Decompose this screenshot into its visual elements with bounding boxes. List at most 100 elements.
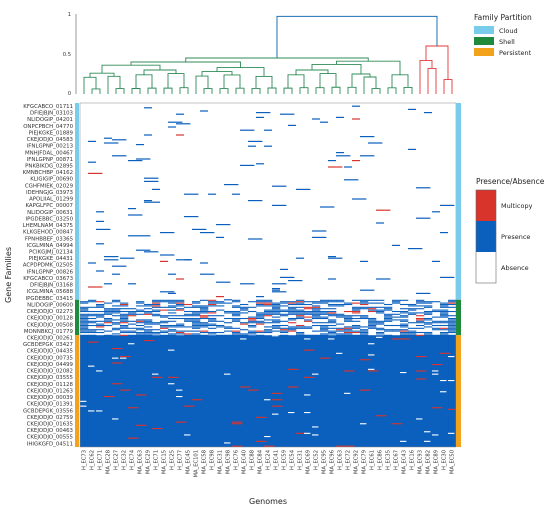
heatmap-cell bbox=[416, 187, 431, 189]
heatmap-cell bbox=[352, 330, 361, 332]
dendrogram-branch bbox=[115, 88, 125, 94]
heatmap-cell bbox=[200, 305, 209, 307]
heatmap-cell bbox=[104, 396, 115, 398]
heatmap-cell bbox=[368, 322, 377, 324]
heatmap-cell bbox=[272, 305, 281, 307]
heatmap-cell bbox=[368, 299, 377, 301]
heatmap-cell bbox=[400, 303, 409, 306]
heatmap-cell bbox=[184, 333, 193, 335]
gene-family-label: MONNBKCJ_01779 bbox=[24, 329, 74, 335]
heatmap-cell bbox=[360, 329, 369, 331]
heatmap-cell bbox=[184, 303, 193, 306]
heatmap-cell bbox=[304, 349, 315, 351]
heatmap-matrix bbox=[79, 102, 459, 448]
heatmap-cell bbox=[288, 302, 297, 304]
heatmap-cell bbox=[264, 326, 273, 328]
dendrogram-branch bbox=[419, 59, 433, 94]
heatmap-cell bbox=[152, 315, 161, 317]
heatmap-cell bbox=[280, 276, 295, 278]
heatmap-cell bbox=[240, 333, 249, 335]
heatmap-cell bbox=[400, 329, 409, 331]
heatmap-cell bbox=[400, 372, 407, 374]
heatmap-cell bbox=[112, 348, 123, 350]
heatmap-cell bbox=[104, 310, 113, 313]
heatmap-cell bbox=[256, 331, 265, 334]
heatmap-cell bbox=[416, 322, 425, 324]
heatmap-cell bbox=[384, 308, 393, 310]
heatmap-cell bbox=[224, 373, 231, 375]
heatmap-cell bbox=[80, 309, 89, 311]
heatmap-cell bbox=[272, 291, 287, 293]
gene-family-label: KMNBCHBP_04162 bbox=[23, 170, 73, 176]
heatmap-cell bbox=[232, 331, 241, 334]
heatmap-cell bbox=[296, 317, 305, 320]
heatmap-cell bbox=[184, 216, 199, 218]
heatmap-cell bbox=[320, 324, 329, 327]
gene-family-label: IFNLGPNP_00826 bbox=[27, 269, 74, 275]
heatmap-cell bbox=[384, 320, 393, 322]
heatmap-cell bbox=[408, 334, 417, 336]
heatmap-cell bbox=[264, 330, 273, 332]
dendrogram-branch bbox=[319, 73, 337, 88]
dendrogram-branch bbox=[331, 86, 341, 94]
heatmap-cell bbox=[392, 330, 401, 332]
heatmap-cell bbox=[120, 324, 129, 327]
heatmap-cell bbox=[320, 334, 329, 336]
heatmap-cell bbox=[208, 310, 217, 313]
heatmap-cell bbox=[360, 301, 369, 303]
heatmap-cell bbox=[96, 310, 105, 313]
heatmap-cell bbox=[344, 320, 353, 322]
heatmap-cell bbox=[208, 320, 217, 322]
gene-family-label: CKEJODJO_04435 bbox=[27, 349, 73, 355]
heatmap-cell bbox=[336, 303, 345, 306]
heatmap-cell bbox=[104, 259, 119, 261]
heatmap-cell bbox=[176, 303, 185, 306]
genome-label: H_EC52 bbox=[314, 450, 320, 470]
heatmap-cell bbox=[440, 312, 449, 314]
heatmap-cell bbox=[272, 288, 280, 290]
heatmap-cell bbox=[312, 236, 327, 238]
heatmap-cell bbox=[200, 308, 209, 310]
gene-family-label: IPGDEBBC_03415 bbox=[26, 296, 73, 302]
heatmap-cell bbox=[80, 329, 89, 331]
heatmap-cell bbox=[144, 303, 153, 306]
heatmap-cell bbox=[288, 310, 297, 313]
heatmap-cell bbox=[280, 324, 289, 327]
heatmap-cell bbox=[208, 299, 217, 301]
heatmap-cell bbox=[448, 323, 457, 325]
heatmap-cell bbox=[312, 310, 321, 313]
gene-family-label: APOLIIAL_01299 bbox=[29, 197, 73, 203]
heatmap-cell bbox=[80, 320, 89, 322]
heatmap-cell bbox=[120, 310, 129, 313]
gene-family-label: CKEJODJO_01263 bbox=[27, 388, 73, 394]
heatmap-cell bbox=[256, 296, 264, 298]
heatmap-cell bbox=[216, 296, 224, 298]
heatmap-cell bbox=[296, 303, 305, 306]
presence-legend-title: Presence/Absence bbox=[476, 177, 545, 186]
heatmap-cell bbox=[288, 124, 296, 126]
heatmap-cell bbox=[120, 389, 131, 391]
heatmap-cell bbox=[208, 319, 217, 321]
heatmap-cell bbox=[376, 333, 385, 335]
heatmap-cell bbox=[232, 330, 241, 332]
heatmap-cell bbox=[248, 333, 257, 335]
heatmap-cell bbox=[424, 333, 433, 335]
persistent-presence-block bbox=[80, 335, 456, 447]
heatmap-cell bbox=[376, 302, 385, 304]
heatmap-cell bbox=[448, 327, 457, 329]
heatmap-cell bbox=[256, 334, 265, 336]
genome-label: H_EC86 bbox=[378, 450, 384, 470]
heatmap-cell bbox=[392, 244, 400, 246]
heatmap-cell bbox=[288, 312, 297, 314]
heatmap-cell bbox=[448, 331, 457, 334]
heatmap-cell bbox=[176, 302, 185, 304]
heatmap-cell bbox=[360, 330, 369, 332]
dendrogram-branch bbox=[223, 74, 241, 89]
heatmap-cell bbox=[344, 302, 353, 304]
heatmap-cell bbox=[352, 326, 361, 328]
heatmap-cell bbox=[320, 316, 329, 318]
heatmap-cell bbox=[280, 327, 289, 329]
heatmap-cell bbox=[248, 322, 257, 324]
genome-label: MA_EC28 bbox=[106, 450, 112, 474]
heatmap-cell bbox=[256, 312, 265, 314]
